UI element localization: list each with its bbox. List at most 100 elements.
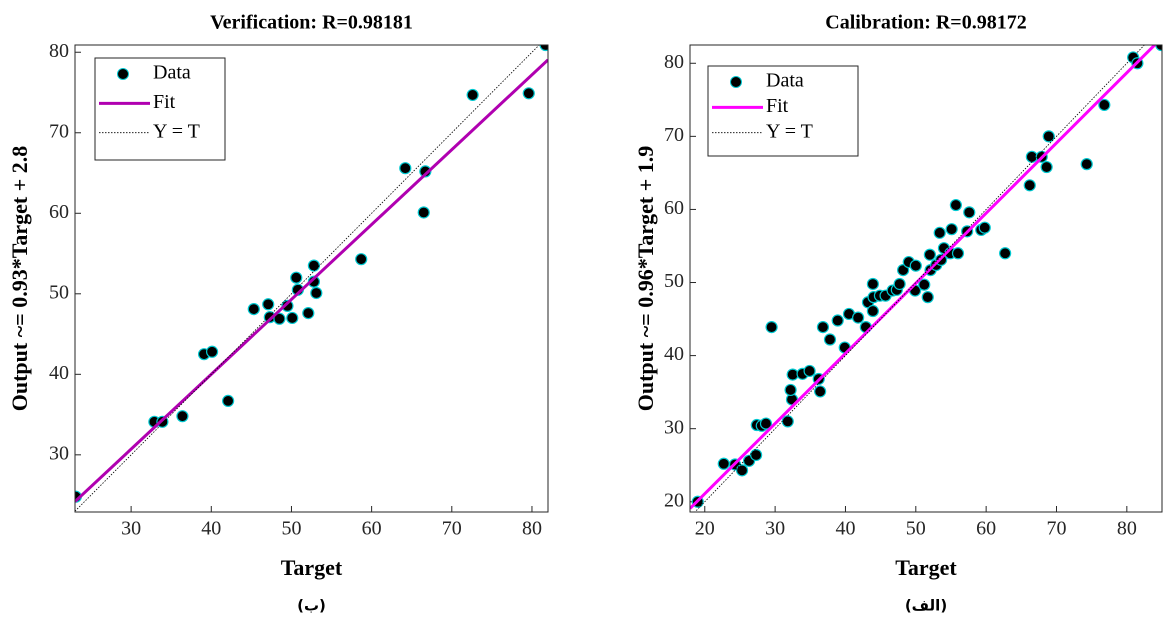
x-tick-label: 70 [1046,518,1066,540]
data-point [921,291,934,304]
data-point [522,87,535,100]
y-tick-label: 40 [664,343,684,365]
data-point [1023,179,1036,192]
legend-label: Data [153,62,191,84]
plot [75,45,548,512]
legend-label: Y = T [153,120,200,142]
caption: (ب) [297,597,326,615]
y-axis-label: Output ~= 0.96*Target + 1.9 [633,146,658,412]
data-point [1098,98,1111,112]
y-tick-label: 80 [49,40,69,62]
x-tick-label: 60 [362,518,382,540]
data-point [814,385,827,398]
data-point [933,226,946,239]
legend-box [94,57,226,161]
data-point [831,314,844,327]
data-point [419,165,432,178]
data-point [262,298,275,311]
data-point [978,221,991,234]
axes-box [689,44,1163,513]
legend-label: Fit [766,95,789,117]
y-tick-label: 50 [664,270,684,292]
fit-line [690,45,1157,510]
x-tick-label: 70 [442,518,462,540]
y-axis-label: Output ~= 0.93*Target + 2.8 [7,146,32,412]
y-tick-label: 20 [664,489,684,511]
identity-line [694,45,1145,512]
data-point [918,278,931,291]
x-tick-label: 80 [522,518,542,540]
y-tick-label: 60 [664,197,684,219]
chart-title: Calibration: R=0.98172 [825,12,1026,34]
data-point [951,247,965,260]
x-tick-label: 80 [1117,518,1137,540]
y-tick-label: 50 [49,281,69,303]
data-point [945,223,958,236]
x-axis-label: Target [281,555,343,580]
chart-title: Verification: R=0.98181 [210,12,413,34]
data-point [963,206,976,219]
chart: 30 40 50 60 70 80 30 40 50 60 70 80 Verification: R=… [7,12,549,615]
data-point [1080,158,1093,171]
axes-box [74,44,549,513]
legend-label: Fit [153,91,176,113]
data-point [909,259,922,272]
identity-line [75,45,540,512]
data-point [205,345,219,358]
x-tick-label: 30 [121,518,141,540]
data-point [750,448,763,462]
data-point [816,321,830,334]
x-tick-label: 50 [906,518,926,540]
data-point [355,253,368,266]
data-point [866,277,879,291]
data-point [717,457,730,470]
data-point [222,394,235,407]
data-point [949,198,962,212]
data-point [466,88,479,102]
data-point [759,417,773,430]
data-point [273,312,286,325]
data-point [893,277,906,291]
fit-line [75,58,548,503]
data-point [866,304,879,318]
data-point [539,45,548,52]
plot [690,45,1162,512]
data-point [784,383,797,397]
data-point [247,302,260,316]
x-tick-label: 60 [976,518,996,540]
data-point [176,410,189,423]
y-tick-label: 30 [664,416,684,438]
data-point [999,247,1012,260]
x-tick-label: 40 [835,518,855,540]
data-point [417,206,430,219]
data-point [1040,160,1053,174]
data-point [823,333,837,346]
x-axis-label: Target [895,555,957,580]
data-point [781,415,794,428]
data-point [765,321,778,334]
data-point [1042,130,1055,143]
data-point [302,307,315,320]
legend-marker [730,76,742,88]
data-point [310,286,323,300]
y-tick-label: 40 [49,362,69,384]
y-tick-label: 60 [49,201,69,223]
chart: 20 30 40 50 60 70 80 20 30 40 50 60 70 80 Calibration:… [633,12,1163,615]
data-point [852,311,865,324]
caption: (الف) [905,597,947,615]
data-point [1155,45,1162,52]
data-point [735,464,749,477]
data-point [803,364,816,378]
x-tick-label: 20 [695,518,715,540]
y-tick-label: 70 [49,120,69,142]
y-tick-label: 30 [49,442,69,464]
data-point [307,259,321,272]
x-tick-label: 30 [765,518,785,540]
data-point [290,271,303,284]
data-point [286,311,299,325]
x-tick-label: 40 [201,518,221,540]
y-tick-label: 80 [664,51,684,73]
legend-marker [117,68,129,80]
x-tick-label: 50 [281,518,301,540]
data-point [399,162,412,175]
